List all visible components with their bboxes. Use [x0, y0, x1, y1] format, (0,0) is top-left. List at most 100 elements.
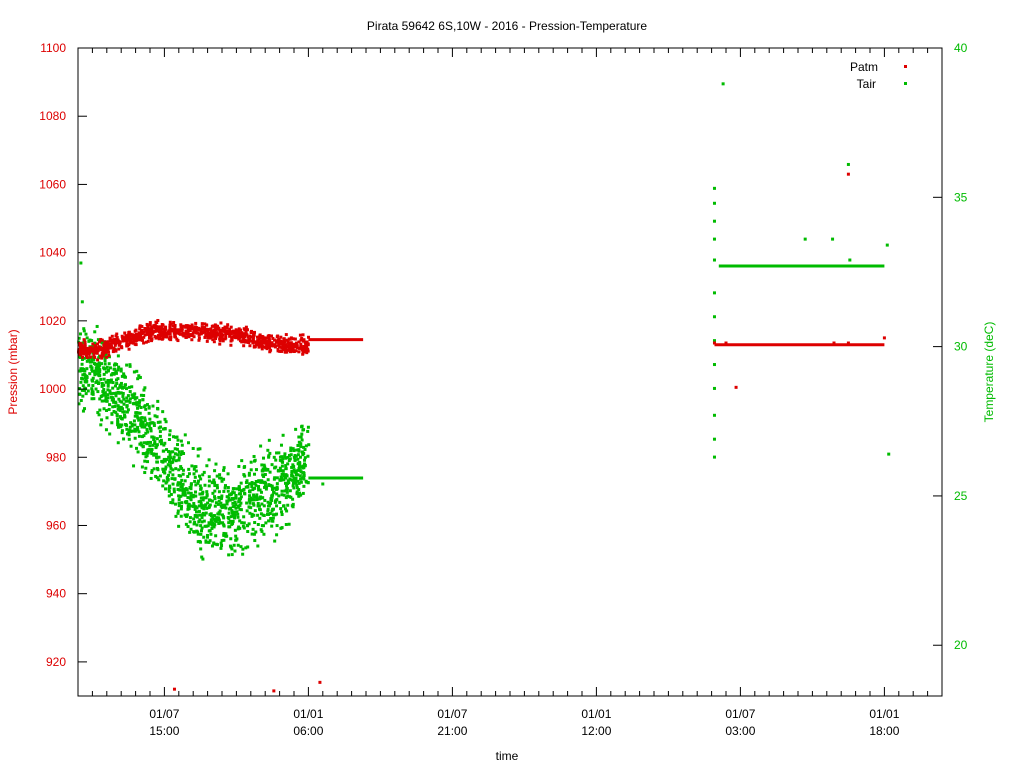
- data-point: [191, 331, 195, 335]
- data-point: [128, 340, 132, 344]
- data-point: [205, 339, 209, 343]
- data-point: [205, 506, 209, 510]
- data-point: [288, 489, 292, 493]
- data-point: [120, 429, 124, 433]
- data-point: [151, 421, 155, 425]
- data-point: [198, 447, 202, 451]
- data-point: [208, 529, 212, 533]
- data-point: [117, 397, 121, 401]
- data-point: [268, 512, 272, 516]
- data-point: [181, 331, 185, 335]
- data-point: [281, 340, 285, 344]
- data-point: [299, 470, 303, 474]
- data-point: [280, 455, 284, 459]
- data-point: [147, 411, 151, 415]
- data-point: [235, 487, 239, 491]
- data-point: [104, 394, 108, 398]
- data-point: [129, 337, 133, 341]
- data-point: [172, 321, 176, 325]
- data-point: [153, 329, 157, 333]
- data-point: [276, 469, 280, 473]
- data-point: [267, 504, 271, 508]
- data-point: [139, 441, 143, 445]
- data-point: [220, 494, 224, 498]
- data-point: [207, 327, 211, 331]
- data-point: [197, 509, 201, 513]
- data-point: [173, 452, 177, 456]
- data-point: [266, 468, 270, 472]
- data-point: [228, 519, 232, 523]
- data-point: [216, 502, 220, 506]
- data-point: [204, 511, 208, 515]
- data-point: [282, 343, 286, 347]
- data-point: [275, 504, 279, 508]
- data-point: [85, 379, 89, 383]
- data-point: [287, 342, 291, 346]
- data-point: [124, 334, 128, 338]
- data-point: [198, 492, 202, 496]
- data-point: [90, 369, 94, 373]
- data-point: [236, 505, 240, 509]
- data-point: [248, 334, 252, 338]
- data-point: [254, 480, 258, 483]
- data-point: [229, 343, 233, 347]
- data-point: [284, 456, 288, 460]
- data-point: [136, 450, 140, 454]
- data-point: [127, 385, 131, 389]
- data-point: [167, 494, 171, 498]
- data-point: [158, 430, 162, 434]
- data-point: [293, 337, 297, 341]
- data-point: [234, 336, 238, 340]
- data-point: [168, 464, 172, 468]
- data-point: [294, 481, 298, 485]
- data-point: [80, 362, 84, 366]
- data-point: [252, 333, 256, 337]
- data-point: [139, 416, 143, 420]
- data-point: [85, 346, 89, 350]
- data-point: [168, 329, 172, 333]
- data-point: [848, 258, 852, 262]
- data-point: [293, 458, 297, 462]
- data-point: [215, 331, 219, 335]
- data-point: [262, 504, 266, 508]
- data-point: [136, 406, 140, 410]
- data-point: [198, 518, 202, 522]
- data-point: [271, 493, 275, 497]
- data-point: [154, 446, 158, 450]
- data-point: [260, 529, 264, 533]
- data-point: [260, 347, 264, 351]
- data-point: [102, 388, 106, 392]
- data-point: [77, 348, 81, 352]
- data-point: [198, 484, 202, 488]
- data-point: [249, 335, 253, 339]
- data-point: [271, 344, 275, 348]
- data-point: [232, 510, 236, 514]
- data-point: [196, 454, 200, 458]
- data-point: [122, 372, 126, 376]
- data-point: [294, 349, 298, 353]
- data-point: [181, 468, 185, 472]
- data-point: [88, 360, 92, 364]
- data-point: [101, 350, 105, 354]
- data-point: [183, 500, 187, 504]
- data-point: [81, 409, 85, 413]
- data-point: [98, 397, 102, 401]
- data-point: [82, 367, 86, 371]
- data-point: [266, 509, 270, 513]
- data-point: [183, 479, 187, 483]
- data-point: [200, 555, 204, 559]
- data-point: [126, 408, 130, 412]
- data-point: [237, 492, 241, 496]
- data-point: [207, 540, 211, 544]
- data-point: [163, 426, 167, 430]
- data-point: [78, 332, 82, 336]
- data-point: [284, 523, 288, 527]
- data-point: [137, 430, 141, 434]
- data-point: [253, 495, 257, 499]
- data-point: [297, 448, 301, 452]
- data-point: [78, 341, 82, 345]
- data-point: [190, 325, 194, 329]
- data-point: [242, 344, 246, 348]
- data-point: [90, 346, 94, 350]
- data-point: [142, 394, 146, 398]
